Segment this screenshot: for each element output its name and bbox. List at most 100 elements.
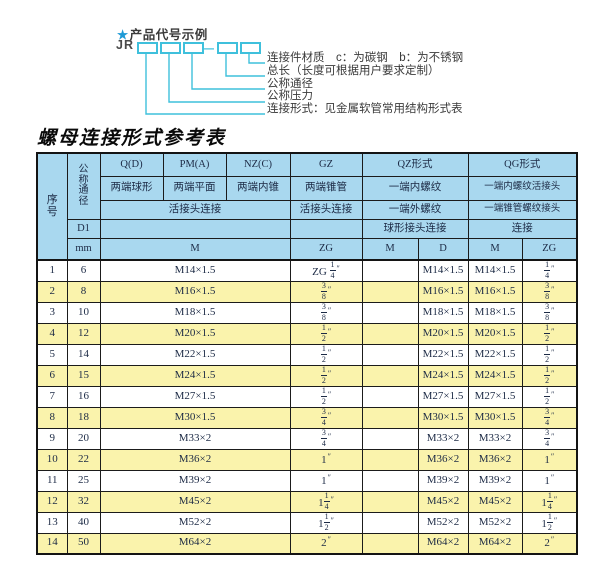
table-body: 1 6 M14×1.5 ZG 1 4 ″ M14×1.5 M14×1.5 1 4 ″ 2 8 M16×1.… bbox=[36, 259, 578, 555]
header-mm: mm bbox=[66, 237, 101, 261]
header-serial: 序号 bbox=[36, 152, 68, 261]
table-cell-dn: 50 bbox=[66, 532, 101, 555]
table-cell-dn: 10 bbox=[66, 301, 101, 324]
table-cell-m: M18×1.5 bbox=[99, 301, 291, 324]
table-cell-no: 14 bbox=[36, 532, 68, 555]
table-cell-qz-d: M39×2 bbox=[417, 469, 469, 492]
table-cell-dn: 15 bbox=[66, 364, 101, 387]
table-cell-qz-m bbox=[361, 427, 419, 450]
header-qg-zg: ZG bbox=[521, 237, 578, 261]
table-cell-qz-d: M36×2 bbox=[417, 448, 469, 471]
header-qz-connection: 球形接头连接 bbox=[361, 218, 469, 239]
header-pm-sub: 两端平面 bbox=[162, 175, 227, 201]
table-cell-qg-zg: 2″ bbox=[521, 532, 578, 555]
header-qz-d: D bbox=[417, 237, 469, 261]
table-cell-dn: 14 bbox=[66, 343, 101, 366]
table-cell-qz-d: M30×1.5 bbox=[417, 406, 469, 429]
table-title: 螺母连接形式参考表 bbox=[37, 127, 227, 149]
table-cell-no: 5 bbox=[36, 343, 68, 366]
header-nz-sub: 两端内锥 bbox=[225, 175, 291, 201]
table-cell-qz-m bbox=[361, 532, 419, 555]
table-row: 7 16 M27×1.5 1 2 ″ M27×1.5 M27×1.5 1 2 ″ bbox=[36, 385, 578, 408]
code-box-5 bbox=[240, 42, 261, 54]
header-qg-m: M bbox=[467, 237, 523, 261]
table-cell-qg-m: M45×2 bbox=[467, 490, 523, 513]
table-row: 1 6 M14×1.5 ZG 1 4 ″ M14×1.5 M14×1.5 1 4 ″ bbox=[36, 259, 578, 282]
table-cell-m: M64×2 bbox=[99, 532, 291, 555]
header-serial-text: 序号 bbox=[46, 193, 58, 218]
table-cell-qz-d: M52×2 bbox=[417, 511, 469, 534]
header-pm: PM(A) bbox=[162, 152, 227, 177]
table-cell-gz: 1 1 2 ″ bbox=[289, 511, 363, 534]
header-gz-sub: 两端锥管 bbox=[289, 175, 363, 201]
table-cell-qg-zg: 1 1 2 ″ bbox=[521, 511, 578, 534]
table-cell-m: M33×2 bbox=[99, 427, 291, 450]
connector-lines bbox=[145, 52, 265, 115]
table-cell-qz-m bbox=[361, 343, 419, 366]
star-icon: ★ bbox=[117, 28, 129, 42]
table-cell-qz-d: M22×1.5 bbox=[417, 343, 469, 366]
code-prefix: JR bbox=[116, 38, 134, 52]
table-cell-qg-m: M14×1.5 bbox=[467, 259, 523, 282]
table-cell-gz: 1 2 ″ bbox=[289, 322, 363, 345]
table-cell-qg-zg: 1″ bbox=[521, 448, 578, 471]
header-qg-connection: 连接 bbox=[467, 218, 578, 239]
header-m: M bbox=[99, 237, 291, 261]
table-cell-qz-d: M20×1.5 bbox=[417, 322, 469, 345]
header-qz: QZ形式 bbox=[361, 152, 469, 177]
table-cell-dn: 20 bbox=[66, 427, 101, 450]
table-header: 序号 公称通径 Q(D) PM(A) NZ(C) GZ QZ形式 QG形式 两端… bbox=[36, 152, 578, 261]
header-qz-sub2: 一端外螺纹 bbox=[361, 199, 469, 220]
table-cell-no: 13 bbox=[36, 511, 68, 534]
table-cell-qz-m bbox=[361, 448, 419, 471]
table-cell-dn: 22 bbox=[66, 448, 101, 471]
table-cell-qg-zg: 1 2 ″ bbox=[521, 343, 578, 366]
table-cell-gz: ZG 1 4 ″ bbox=[289, 259, 363, 282]
table-cell-qg-zg: 3 8 ″ bbox=[521, 301, 578, 324]
product-code-heading-text: 产品代号示例 bbox=[129, 28, 208, 42]
header-qg-sub1: 一端内螺纹活接头 bbox=[467, 175, 578, 201]
nut-connection-table: 序号 公称通径 Q(D) PM(A) NZ(C) GZ QZ形式 QG形式 两端… bbox=[36, 152, 579, 555]
table-cell-m: M36×2 bbox=[99, 448, 291, 471]
table-cell-qz-m bbox=[361, 469, 419, 492]
table-cell-qz-m bbox=[361, 280, 419, 303]
table-cell-dn: 16 bbox=[66, 385, 101, 408]
table-cell-qz-d: M24×1.5 bbox=[417, 364, 469, 387]
table-cell-dn: 40 bbox=[66, 511, 101, 534]
table-cell-dn: 12 bbox=[66, 322, 101, 345]
table-cell-gz: 3 8 ″ bbox=[289, 280, 363, 303]
table-row: 13 40 M52×2 1 1 2 ″ M52×2 M52×2 1 1 2 ″ bbox=[36, 511, 578, 534]
header-q: Q(D) bbox=[99, 152, 164, 177]
table-cell-no: 9 bbox=[36, 427, 68, 450]
table-cell-qg-m: M33×2 bbox=[467, 427, 523, 450]
header-row-1: 序号 公称通径 Q(D) PM(A) NZ(C) GZ QZ形式 QG形式 bbox=[36, 152, 578, 261]
header-nz: NZ(C) bbox=[225, 152, 291, 177]
header-gz-connection: 活接头连接 bbox=[289, 199, 363, 220]
table-cell-m: M22×1.5 bbox=[99, 343, 291, 366]
table-cell-qg-zg: 1 2 ″ bbox=[521, 322, 578, 345]
table-row: 6 15 M24×1.5 1 2 ″ M24×1.5 M24×1.5 1 2 ″ bbox=[36, 364, 578, 387]
header-gz: GZ bbox=[289, 152, 363, 177]
table-cell-qz-d: M27×1.5 bbox=[417, 385, 469, 408]
header-zg: ZG bbox=[289, 237, 363, 261]
table-cell-gz: 1 1 4 ″ bbox=[289, 490, 363, 513]
table-row: 12 32 M45×2 1 1 4 ″ M45×2 M45×2 1 1 4 ″ bbox=[36, 490, 578, 513]
table-cell-qg-m: M30×1.5 bbox=[467, 406, 523, 429]
table-cell-qg-zg: 1 2 ″ bbox=[521, 385, 578, 408]
table-cell-gz: 1 2 ″ bbox=[289, 343, 363, 366]
table-cell-qz-m bbox=[361, 406, 419, 429]
table-cell-no: 11 bbox=[36, 469, 68, 492]
table-cell-qz-m bbox=[361, 259, 419, 282]
table-cell-no: 2 bbox=[36, 280, 68, 303]
code-dash: — bbox=[202, 41, 214, 55]
diagram-label: 公称压力 bbox=[267, 90, 313, 103]
header-qg: QG形式 bbox=[467, 152, 578, 177]
table-cell-m: M20×1.5 bbox=[99, 322, 291, 345]
header-empty-gz bbox=[289, 218, 363, 239]
table-cell-m: M16×1.5 bbox=[99, 280, 291, 303]
table-row: 14 50 M64×2 2″ M64×2 M64×2 2″ bbox=[36, 532, 578, 555]
table-cell-qg-m: M64×2 bbox=[467, 532, 523, 555]
table-cell-qg-m: M27×1.5 bbox=[467, 385, 523, 408]
header-qg-sub2: 一端锥管螺纹接头 bbox=[467, 199, 578, 220]
